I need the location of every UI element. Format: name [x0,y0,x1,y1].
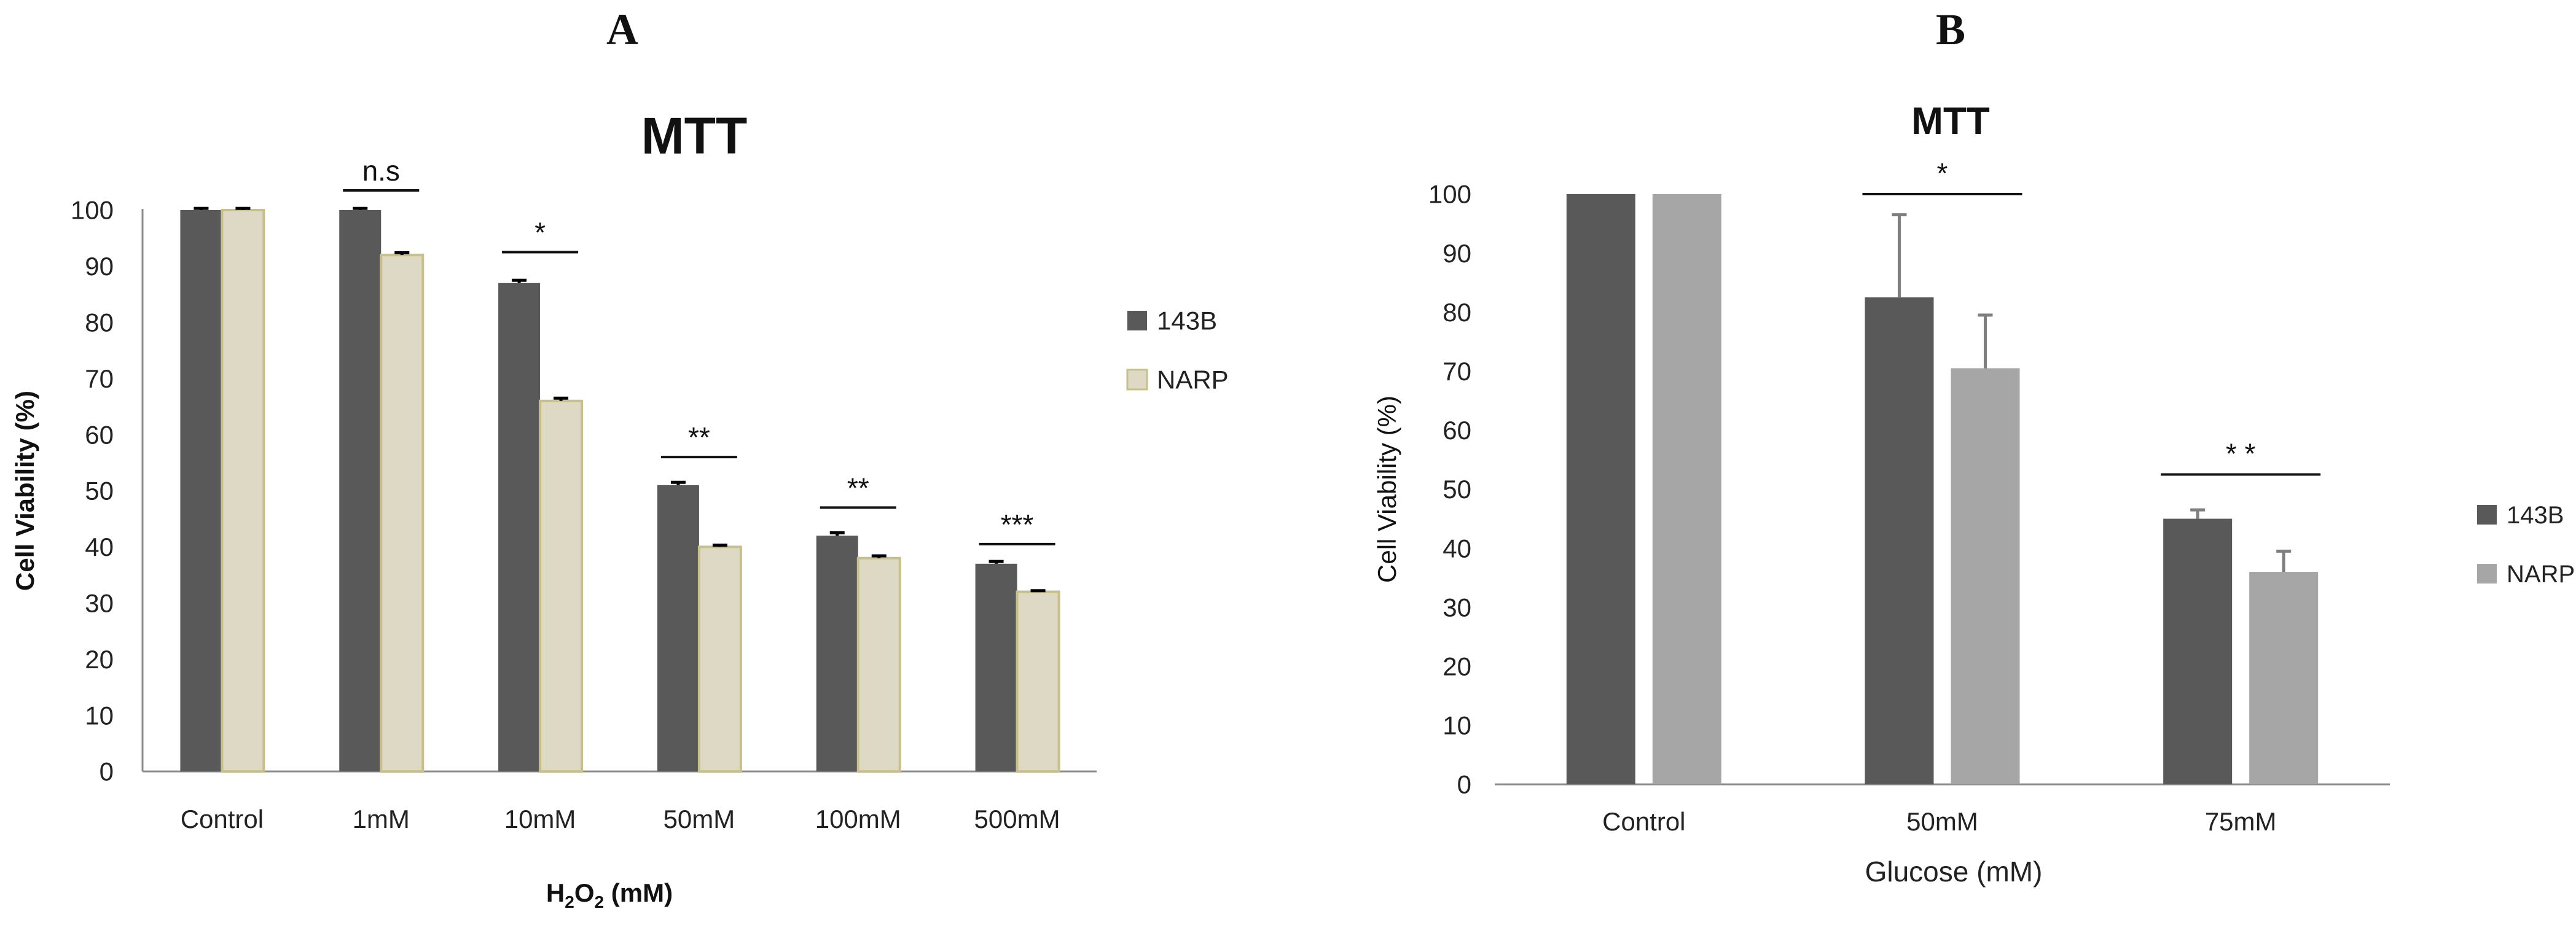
y-tick-label: 10 [85,701,114,730]
bar-143b-control [1566,194,1635,784]
x-axis-label-part: (mM) [604,878,673,907]
x-category-label: 10mM [504,805,576,833]
bar-narp-control [1652,194,1721,784]
significance-label: ** [688,421,710,453]
x-axis-label: H2O2 (mM) [546,878,673,911]
significance-label: * [534,217,546,249]
y-tick-label: 60 [85,420,114,449]
bar-narp-50mm [697,545,742,773]
x-category-label: 100mM [815,805,901,833]
bar-143b-1mm [339,210,382,771]
x-axis-label-subscript: 2 [595,892,605,911]
chart-title: MTT [641,107,748,165]
y-tick-label: 50 [1443,475,1471,504]
y-axis-label: Cell Viability (%) [10,391,39,591]
x-axis-label-subscript: 2 [565,892,574,911]
y-tick-label: 30 [85,589,114,618]
y-tick-label: 80 [85,308,114,337]
y-tick-label: 100 [71,196,114,225]
y-tick-label: 70 [85,364,114,393]
bar-narp-10mm [539,399,584,773]
legend-label-narp: NARP [1157,365,1229,394]
x-category-label: 50mM [664,805,735,833]
bar-143b-75mm [2163,518,2233,784]
bar-143b-10mm [498,283,541,771]
y-tick-label: 40 [85,533,114,561]
x-category-label: 75mM [2205,807,2277,836]
x-category-label: 1mM [353,805,410,833]
bar-narp-1mm [380,254,425,773]
bar-143b-500mm [975,563,1017,771]
y-tick-label: 20 [1443,652,1471,681]
legend-swatch-143b [2477,505,2497,525]
panel-label-b: B [1936,5,1965,54]
bar-143b-50mm [657,485,699,771]
x-axis-label-part: H [546,878,565,907]
chart-a-h2o2-mtt: MTT Cell Viability (%) 0 10 20 30 40 50 60 70 80 90… [10,107,1229,911]
y-tick-label: 0 [1457,770,1471,799]
chart-b-glucose-mtt: MTT Cell Viability (%) 0 10 20 30 40 50 60 70 80 90… [1372,100,2575,888]
significance-label: *** [1001,509,1034,541]
bar-narp-100mm [856,556,901,773]
panel-label-a: A [606,5,638,54]
x-category-label: 500mM [974,805,1060,833]
significance-label: * [1937,157,1948,189]
legend-label-narp: NARP [2507,561,2575,588]
bar-narp-500mm [1016,590,1060,773]
legend-swatch-narp [1126,369,1148,391]
y-tick-label: 90 [85,252,114,281]
bar-143b-100mm [816,536,858,771]
y-tick-label: 30 [1443,593,1471,622]
x-axis-label-part: O [574,878,595,907]
legend-swatch-143b [1127,311,1147,330]
y-tick-label: 80 [1443,298,1471,327]
bar-narp-control [221,209,265,773]
chart-title: MTT [1911,100,1990,142]
y-tick-label: 70 [1443,357,1471,386]
legend-label-143b: 143B [2507,502,2564,529]
y-tick-label: 10 [1443,711,1471,740]
y-tick-label: 100 [1428,180,1471,209]
bar-narp-75mm [2249,572,2319,784]
bar-143b-50mm [1865,297,1934,784]
x-category-label: Control [1602,807,1685,836]
x-category-label: Control [181,805,264,833]
x-axis-label: Glucose (mM) [1865,856,2043,888]
y-tick-label: 0 [100,757,114,786]
significance-label: * * [2226,437,2256,469]
y-tick-label: 60 [1443,416,1471,445]
x-category-label: 50mM [1906,807,1978,836]
significance-label: ** [847,472,869,504]
y-tick-label: 20 [85,645,114,674]
significance-label: n.s [362,155,400,187]
legend-swatch-narp [2477,564,2497,583]
y-tick-label: 90 [1443,239,1471,268]
y-tick-label: 50 [85,477,114,505]
bar-narp-50mm [1951,368,2020,784]
y-tick-label: 40 [1443,534,1471,563]
bar-143b-control [180,210,222,771]
legend-label-143b: 143B [1157,306,1217,335]
y-axis-label: Cell Viability (%) [1372,396,1401,583]
